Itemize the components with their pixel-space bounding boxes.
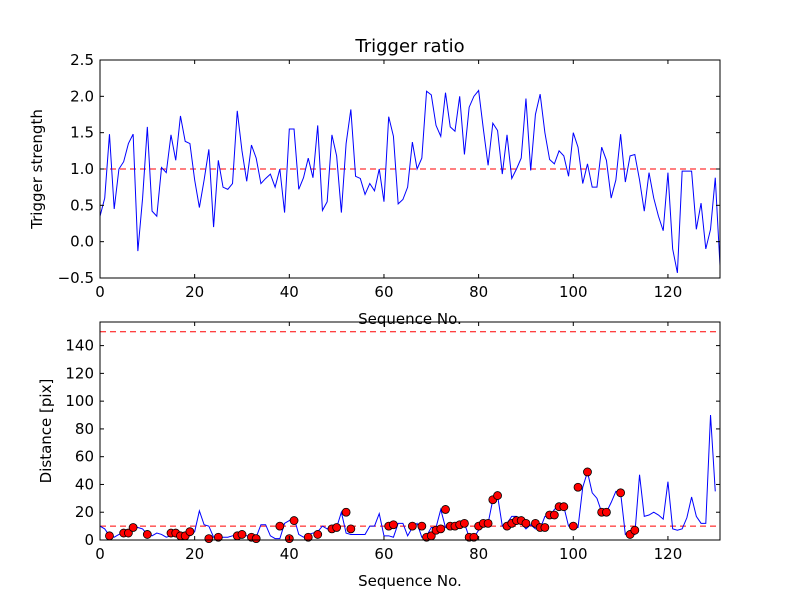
y-tick-label: 100 [65,392,94,410]
data-point [142,530,152,539]
y-tick-label: 40 [75,475,94,493]
data-point [417,521,427,531]
chart-title: Trigger ratio [354,36,464,57]
data-point [630,525,640,535]
axes-frame [99,321,721,541]
data-point [213,532,223,542]
x-axis-label: Sequence No. [358,310,462,328]
data-point [251,534,261,544]
data-point [436,524,446,534]
x-tick-label: 80 [469,545,488,563]
data-point [559,502,569,512]
data-point [460,518,469,528]
y-tick-label: 0.0 [70,233,94,251]
x-tick-label: 100 [559,545,588,563]
x-tick-label: 40 [280,545,299,563]
x-axis-label: Sequence No. [358,572,462,590]
data-point [483,518,493,528]
y-tick-label: 60 [75,448,94,466]
data-point [389,520,398,530]
x-tick-label: 0 [95,545,105,563]
data-point [568,521,578,531]
data-point [303,532,313,542]
x-tick-label: 20 [185,545,204,563]
x-tick-label: 120 [654,545,683,563]
y-tick-label: 2.0 [70,87,94,105]
y-tick-label: 0.5 [70,196,94,214]
y-tick-label: 1.0 [70,160,94,178]
y-tick-label: 20 [75,503,94,521]
x-tick-label: 60 [374,283,393,301]
data-point [332,523,342,532]
data-point [204,534,214,544]
data-point [341,507,351,517]
data-point [313,530,323,539]
data-point [602,507,611,517]
data-point [493,491,502,500]
series-line [99,89,721,274]
x-tick-label: 40 [280,283,299,301]
data-point [407,521,417,531]
data-point [521,518,531,528]
x-tick-label: 100 [559,283,588,301]
x-tick-label: 120 [654,283,683,301]
data-point [105,531,114,541]
data-point [549,510,559,520]
data-point [441,505,450,514]
trigger-ratio-panel: 0 20 40 60 80 100 120 −0.5 0.0 0.5 1.0 1.5 2.0 2.5 Tri… [28,36,721,328]
y-tick-label: 140 [65,337,94,355]
y-tick-label: −0.5 [58,269,94,287]
data-point [583,467,592,477]
x-tick-label: 60 [374,545,393,563]
data-point [123,528,133,538]
y-axis-label: Trigger strength [28,109,46,230]
x-tick-label: 20 [185,283,204,301]
y-tick-label: 80 [75,420,94,438]
data-point [275,521,285,531]
y-tick-label: 0 [84,531,94,549]
y-tick-label: 1.5 [70,124,94,142]
series-line [99,414,716,540]
distance-panel: 0 20 40 60 80 100 120 0 20 40 60 80 100 120 140 Sequenc… [37,321,721,590]
data-point [616,488,626,498]
y-tick-label: 2.5 [70,51,94,69]
y-tick-label: 120 [65,364,94,382]
data-point [237,530,247,539]
data-point [573,482,583,492]
data-point [289,516,299,525]
x-tick-label: 80 [469,283,488,301]
y-axis-label: Distance [pix] [37,379,55,484]
data-point [469,532,479,542]
data-point [128,523,138,532]
data-point [540,523,550,532]
data-point [185,527,195,537]
x-tick-label: 0 [95,283,105,301]
data-point [346,524,356,534]
